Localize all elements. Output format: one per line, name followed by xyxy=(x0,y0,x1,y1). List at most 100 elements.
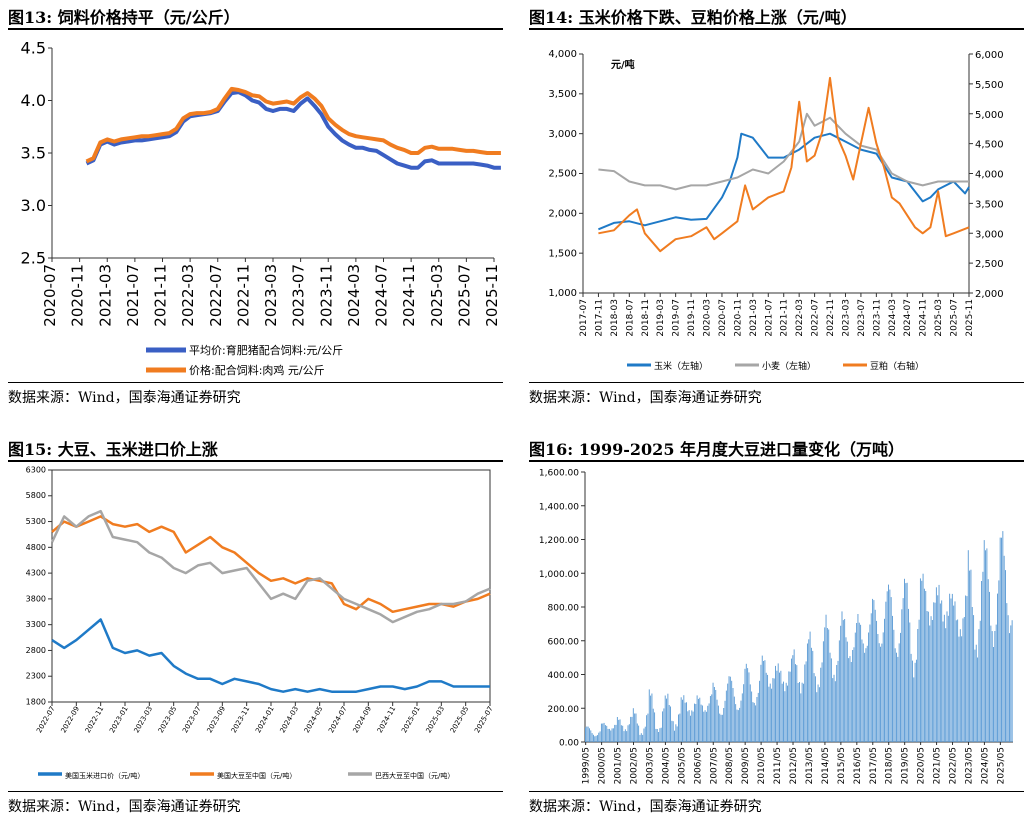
bar xyxy=(818,687,820,742)
x-tick-label: 2023-11 xyxy=(230,705,252,734)
bar xyxy=(982,571,984,742)
title-rule xyxy=(529,460,1024,462)
bar xyxy=(667,693,669,742)
bar xyxy=(616,717,618,742)
bar xyxy=(1005,570,1006,742)
bar xyxy=(793,649,795,742)
x-tick-label: 2003/05 xyxy=(645,747,655,784)
legend-label: 价格:配合饲料:肉鸡 元/公斤 xyxy=(189,363,325,377)
x-tick-label: 2018-11 xyxy=(641,299,651,337)
x-tick-label: 2016/05 xyxy=(853,747,863,784)
bar xyxy=(619,719,621,742)
bar xyxy=(651,693,653,742)
bar xyxy=(783,681,784,742)
x-tick-label: 2019-07 xyxy=(672,299,682,337)
bar xyxy=(945,628,947,742)
chart-panel-fig16: 图16: 1999-2025 年月度大豆进口量变化（万吨） 0.00 200.00… xyxy=(529,436,1024,816)
legend-label: 小麦（左轴） xyxy=(762,360,816,372)
bar xyxy=(919,578,921,742)
bar xyxy=(587,726,589,742)
bar xyxy=(591,733,593,742)
x-tick-label: 2024-07 xyxy=(903,299,913,337)
bar xyxy=(647,713,649,742)
x-tick-label: 2022-11 xyxy=(826,299,836,337)
bar xyxy=(739,707,741,742)
bar xyxy=(705,711,707,742)
bar xyxy=(931,620,933,742)
bar xyxy=(725,690,727,742)
y-tick-label: 3,500 xyxy=(548,89,577,100)
bar xyxy=(756,697,758,742)
x-tick-label: 2021-11 xyxy=(152,264,170,327)
x-tick-label: 1999/05 xyxy=(582,747,592,784)
x-tick-label: 2008/05 xyxy=(725,747,735,784)
bar xyxy=(594,736,596,742)
bar xyxy=(650,695,652,742)
x-tick-label: 2004/05 xyxy=(661,747,671,784)
bar xyxy=(978,629,980,742)
y-tick-label: 800.00 xyxy=(548,604,580,614)
y-tick-label: 4300 xyxy=(26,569,46,578)
bar xyxy=(938,584,940,742)
chart-fig13: 2.5 3.0 3.5 4.0 4.5 2020-07 2020-11 2021-03 2021… xyxy=(21,38,501,377)
y2-tick-label: 4,000 xyxy=(975,170,1004,181)
x-tick-label: 2017-11 xyxy=(594,299,604,337)
bar xyxy=(1001,537,1002,742)
x-tick-label: 2025-01 xyxy=(400,705,422,734)
bar xyxy=(715,690,717,742)
x-tick-label: 2023-07 xyxy=(290,264,308,327)
x-tick-label: 2023-07 xyxy=(181,705,203,734)
bar xyxy=(943,614,945,742)
bar xyxy=(748,672,750,742)
bar xyxy=(789,671,791,742)
bar xyxy=(894,648,896,742)
bar xyxy=(884,618,885,742)
source-note: 数据来源：Wind，国泰海通证券研究 xyxy=(529,799,762,815)
bar xyxy=(643,728,645,742)
bar xyxy=(682,699,683,742)
bar xyxy=(846,641,848,742)
bar xyxy=(732,688,734,742)
bar xyxy=(868,632,870,742)
bar xyxy=(784,691,786,742)
x-tick-label: 2022-07 xyxy=(811,299,821,337)
bar xyxy=(652,708,654,742)
series-line xyxy=(51,515,491,614)
bar xyxy=(642,734,644,742)
bar xyxy=(985,550,987,742)
bar xyxy=(753,702,755,742)
bar xyxy=(929,625,931,742)
x-tick-label: 2023-11 xyxy=(872,299,882,337)
legend-label: 豆粕（右轴） xyxy=(870,360,924,372)
plot-frame xyxy=(51,469,491,703)
bar xyxy=(890,597,892,742)
title-rule xyxy=(8,28,503,30)
bar xyxy=(767,674,769,742)
bar xyxy=(923,588,925,742)
bar xyxy=(588,728,590,742)
bar xyxy=(751,691,753,742)
bar xyxy=(907,608,909,742)
x-tick-label: 2023-01 xyxy=(108,705,130,734)
bar xyxy=(994,631,996,742)
chart-panel-fig15: 图15: 大豆、玉米进口价上涨 1800 2300 2800 3300 3800 4300… xyxy=(8,436,503,816)
bar xyxy=(840,625,842,742)
y-tick-label: 1,000.00 xyxy=(539,570,579,580)
bar xyxy=(986,548,988,742)
bar xyxy=(858,622,860,742)
chart-fig14: 1,000 1,500 2,000 2,500 3,000 3,500 4,000 2,000… xyxy=(548,49,1004,372)
bar xyxy=(969,570,971,742)
x-tick-label: 2013/05 xyxy=(805,747,815,784)
bar xyxy=(889,589,891,742)
bar xyxy=(979,620,981,742)
bar xyxy=(759,680,761,742)
source-rule xyxy=(529,382,1024,383)
x-tick-label: 2023-07 xyxy=(857,299,867,337)
bar xyxy=(896,652,897,742)
bar xyxy=(954,601,956,742)
bar xyxy=(703,711,705,742)
bar xyxy=(664,695,666,742)
bar xyxy=(765,672,767,742)
bar xyxy=(836,665,838,742)
bar xyxy=(598,732,600,742)
